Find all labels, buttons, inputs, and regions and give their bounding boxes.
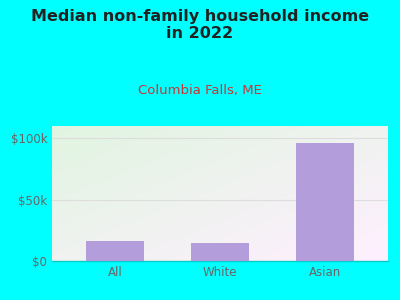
Bar xyxy=(191,243,249,261)
Text: Columbia Falls, ME: Columbia Falls, ME xyxy=(138,84,262,97)
Text: Median non-family household income
in 2022: Median non-family household income in 20… xyxy=(31,9,369,41)
Bar xyxy=(296,143,354,261)
Bar xyxy=(86,242,144,261)
